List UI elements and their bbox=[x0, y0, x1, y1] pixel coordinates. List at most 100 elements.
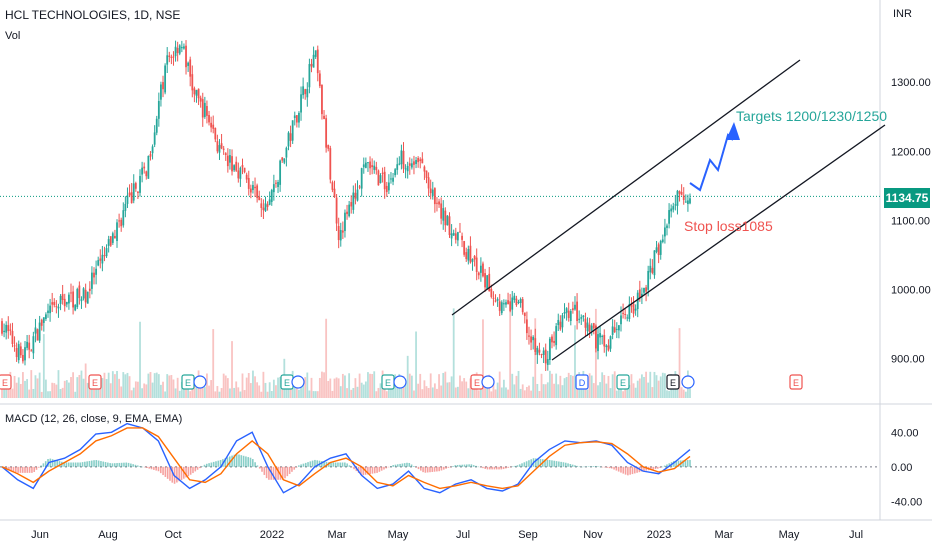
candle-body bbox=[193, 88, 196, 95]
candle-body bbox=[672, 206, 675, 210]
candle-body bbox=[134, 183, 137, 189]
volume-bar bbox=[348, 373, 351, 398]
volume-bar bbox=[314, 391, 317, 398]
volume-bar bbox=[383, 386, 386, 398]
candle-body bbox=[195, 90, 198, 96]
volume-bar bbox=[226, 378, 229, 398]
volume-bar bbox=[22, 372, 24, 398]
x-tick-label: Jul bbox=[849, 529, 863, 541]
volume-bar bbox=[657, 380, 660, 398]
candle-body bbox=[500, 302, 503, 314]
macd-histogram-bar bbox=[431, 466, 434, 472]
macd-histogram-bar bbox=[321, 461, 323, 467]
candle-body bbox=[40, 319, 43, 326]
candle-body bbox=[559, 321, 562, 330]
volume-bar bbox=[417, 383, 420, 398]
volume-label: Vol bbox=[5, 30, 21, 42]
volume-bar bbox=[427, 387, 430, 398]
candle-body bbox=[641, 293, 643, 297]
volume-bar bbox=[323, 372, 325, 398]
volume-bar bbox=[70, 377, 72, 398]
dividend-marker bbox=[193, 375, 207, 389]
macd-histogram-bar bbox=[643, 466, 645, 471]
macd-histogram-bar bbox=[622, 466, 625, 474]
macd-histogram-bar bbox=[472, 465, 475, 467]
macd-histogram-bar bbox=[442, 466, 445, 470]
macd-histogram-bar bbox=[54, 459, 56, 467]
volume-bar bbox=[203, 386, 206, 398]
macd-histogram-bar bbox=[587, 466, 590, 467]
candle-body bbox=[463, 241, 466, 255]
macd-histogram-bar bbox=[176, 466, 178, 483]
volume-bar bbox=[684, 391, 687, 398]
candle-body bbox=[42, 317, 45, 323]
candle-body bbox=[398, 163, 401, 165]
candle-body bbox=[256, 185, 259, 198]
candle-body bbox=[36, 329, 39, 341]
volume-bar bbox=[245, 377, 248, 398]
macd-histogram-bar bbox=[130, 463, 132, 467]
candle-body bbox=[22, 354, 24, 362]
candle-body bbox=[197, 88, 200, 99]
candle-body bbox=[427, 177, 430, 189]
volume-bar bbox=[553, 383, 555, 398]
volume-bar bbox=[72, 372, 75, 398]
macd-histogram-bar bbox=[493, 466, 496, 470]
candle-body bbox=[143, 166, 146, 169]
candle-body bbox=[287, 132, 290, 147]
volume-bar bbox=[178, 390, 181, 398]
candle-body bbox=[335, 197, 338, 224]
volume-bar bbox=[216, 386, 219, 398]
volume-bar bbox=[147, 373, 150, 398]
candle-body bbox=[613, 327, 616, 333]
candle-body bbox=[601, 335, 604, 337]
event-marker-letter: E bbox=[474, 378, 480, 388]
candle-body bbox=[252, 185, 254, 191]
volume-bar bbox=[574, 325, 576, 398]
volume-bar bbox=[157, 374, 160, 398]
macd-histogram-bar bbox=[509, 466, 512, 468]
candle-body bbox=[11, 330, 14, 344]
volume-bar bbox=[592, 383, 595, 398]
volume-bar bbox=[109, 383, 112, 398]
macd-histogram-bar bbox=[141, 466, 144, 468]
candle-body bbox=[300, 94, 302, 113]
volume-bar bbox=[358, 373, 361, 398]
candle-body bbox=[444, 210, 447, 226]
candle-body bbox=[605, 345, 608, 348]
candle-body bbox=[120, 219, 123, 227]
macd-histogram-bar bbox=[500, 466, 503, 470]
volume-bar bbox=[11, 388, 14, 398]
macd-histogram-bar bbox=[19, 466, 22, 473]
macd-histogram-bar bbox=[286, 466, 289, 477]
macd-histogram-bar bbox=[279, 466, 282, 480]
volume-bar bbox=[569, 375, 572, 398]
volume-bar bbox=[676, 385, 679, 398]
volume-bar bbox=[49, 391, 51, 398]
macd-histogram-bar bbox=[217, 460, 220, 467]
candle-body bbox=[433, 188, 436, 205]
macd-histogram-bar bbox=[187, 466, 190, 477]
volume-bar bbox=[180, 381, 183, 398]
macd-histogram-bar bbox=[353, 466, 355, 470]
macd-histogram-bar bbox=[484, 466, 487, 469]
macd-histogram-bar bbox=[548, 459, 551, 467]
currency-label: INR bbox=[893, 8, 912, 20]
macd-histogram-bar bbox=[65, 462, 68, 467]
volume-bar bbox=[24, 380, 26, 398]
macd-histogram-bar bbox=[256, 465, 259, 467]
volume-bar bbox=[494, 389, 497, 398]
volume-bar bbox=[237, 387, 240, 398]
volume-bar bbox=[597, 385, 599, 398]
macd-histogram-bar bbox=[86, 461, 88, 467]
volume-bar bbox=[511, 373, 514, 398]
candle-body bbox=[160, 84, 162, 100]
macd-histogram-bar bbox=[81, 462, 84, 467]
macd-histogram-bar bbox=[337, 462, 339, 467]
candle-body bbox=[13, 345, 16, 347]
candle-body bbox=[456, 232, 459, 241]
macd-title: MACD (12, 26, close, 9, EMA, EMA) bbox=[5, 413, 183, 425]
macd-histogram-bar bbox=[392, 465, 394, 467]
candle-body bbox=[272, 184, 275, 193]
